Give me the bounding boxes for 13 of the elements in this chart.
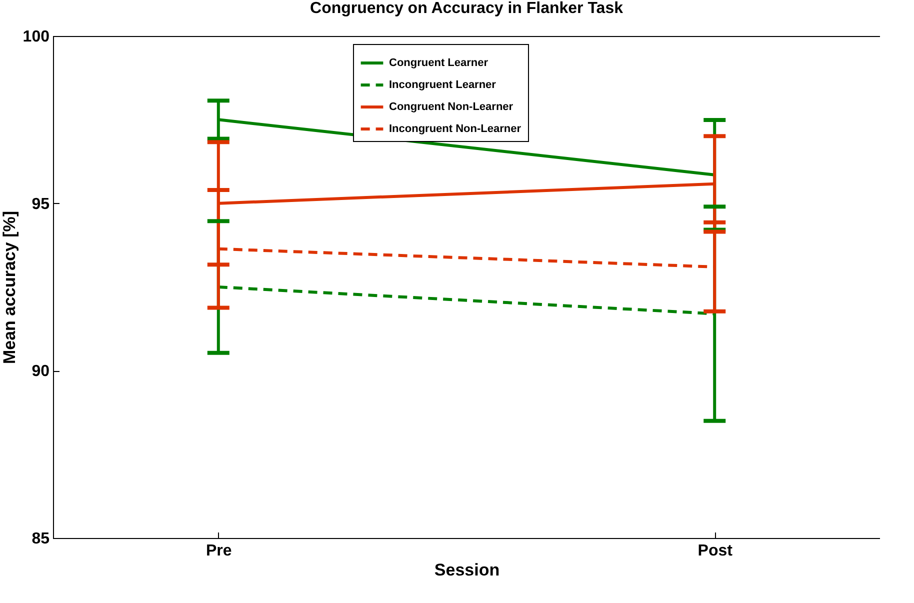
legend-label: Congruent Learner — [389, 57, 489, 69]
y-axis-title: Mean accuracy [%] — [0, 210, 19, 364]
chart-title: Congruency on Accuracy in Flanker Task — [310, 0, 624, 17]
x-tick-label: Pre — [206, 542, 232, 560]
y-tick-label: 85 — [32, 530, 50, 548]
x-tick-label: Post — [698, 542, 734, 560]
y-tick-label: 100 — [22, 28, 50, 46]
x-axis-title: Session — [434, 560, 500, 580]
legend-label: Congruent Non-Learner — [389, 101, 514, 113]
y-tick-label: 90 — [32, 363, 50, 380]
legend-label: Incongruent Non-Learner — [389, 123, 522, 135]
y-tick-label: 95 — [32, 196, 50, 213]
legend-label: Incongruent Learner — [389, 79, 497, 91]
